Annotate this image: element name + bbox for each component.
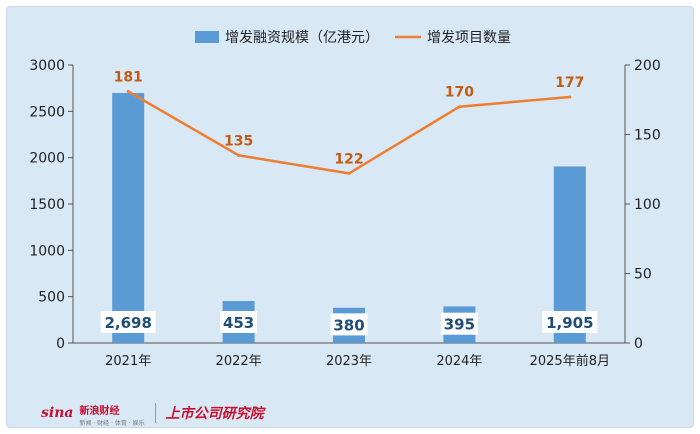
bar-label-box [330, 313, 368, 336]
x-tick-label: 2024年 [436, 354, 482, 369]
institute-logo: 上市公司研究院 [165, 406, 264, 422]
y-left-tick-label: 1500 [29, 197, 65, 213]
legend-line-label: 增发项目数量 [427, 30, 511, 46]
y-right-tick-label: 0 [634, 336, 643, 352]
legend-bar-swatch [195, 31, 219, 43]
line-point [237, 153, 241, 157]
sina-logo: sina [41, 405, 74, 421]
y-left-tick-label: 1000 [29, 243, 65, 259]
y-left-tick-label: 0 [56, 336, 65, 352]
y-left-tick-label: 3000 [29, 58, 65, 74]
x-tick-label: 2025年前8月 [530, 353, 610, 369]
y-right-tick-label: 200 [634, 58, 661, 74]
bar-data-label: 453 [223, 314, 254, 332]
line-point [568, 95, 572, 99]
line-data-label: 135 [224, 133, 253, 149]
footer-logos: sina 新浪财经 新闻 · 财经 · 体育 · 娱乐 上市公司研究院 [41, 399, 264, 427]
bar-data-label: 2,698 [104, 314, 151, 332]
chart-frame: 0 500 1000 1500 2000 2500 3000 0 50 100 150 200 2021… [6, 6, 694, 428]
x-tick-label: 2022年 [216, 354, 262, 369]
y-right-tick-label: 50 [634, 267, 652, 283]
line-point [126, 89, 130, 93]
line-data-label: 181 [114, 69, 143, 85]
bar-data-label: 395 [444, 316, 475, 334]
bar [112, 92, 145, 343]
legend-bar-label: 增发融资规模（亿港元） [225, 30, 379, 46]
bar-label-box [220, 311, 258, 333]
y-left-tick-label: 2500 [29, 104, 65, 120]
line-data-label: 122 [334, 151, 363, 167]
y-left-tick-label: 500 [38, 290, 65, 306]
line-data-label: 177 [555, 75, 584, 91]
line-data-label: 170 [445, 85, 474, 101]
y-right-tick-label: 150 [634, 128, 661, 144]
y-right-tick-label: 100 [634, 197, 661, 213]
line-point [457, 105, 461, 109]
x-tick-label: 2021年 [105, 354, 151, 369]
chart-svg: 0 500 1000 1500 2000 2500 3000 0 50 100 150 200 2021… [29, 30, 661, 369]
bar-label-box [542, 311, 598, 333]
sina-subtitle: 新闻 · 财经 · 体育 · 娱乐 [79, 420, 145, 427]
bar-label-box [440, 312, 478, 335]
y-left-tick-label: 2000 [29, 151, 65, 167]
x-tick-label: 2023年 [326, 354, 372, 369]
bar-label-box [100, 311, 156, 333]
bar-data-label: 1,905 [546, 314, 593, 332]
bar-data-label: 380 [333, 316, 364, 334]
sina-name: 新浪财经 [79, 406, 120, 417]
line-point [347, 171, 351, 175]
footer-divider [154, 403, 156, 423]
